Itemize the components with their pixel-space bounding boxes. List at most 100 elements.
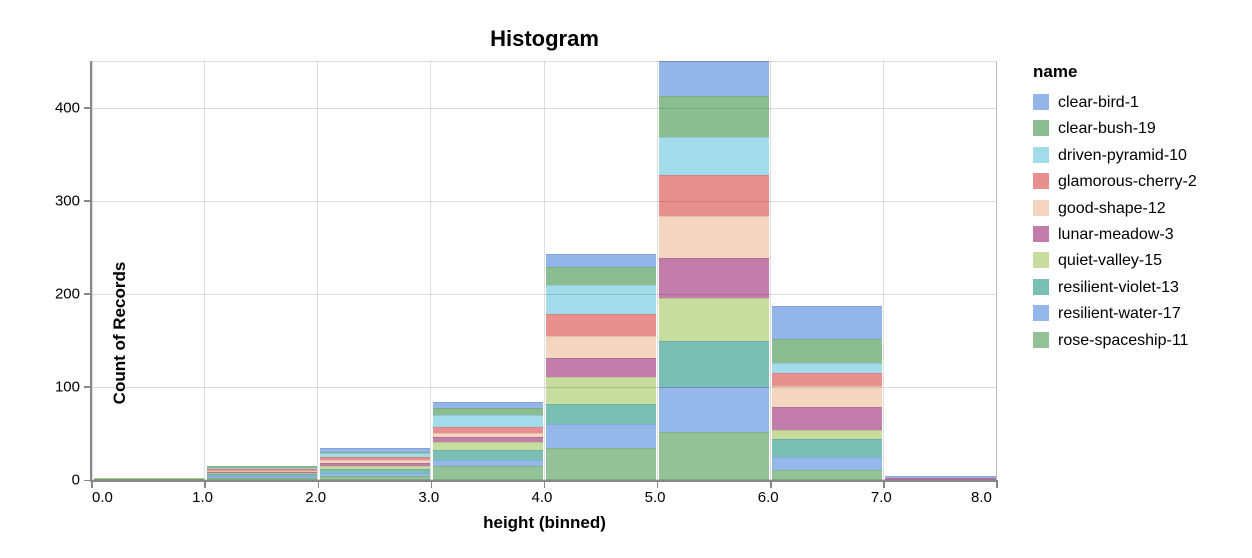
y-tick-label-0: 0 [71,471,80,489]
bar-segment-rose-spaceship-11-bin2 [319,476,430,480]
bar-segment-quiet-valley-15-bin2 [319,466,430,469]
x-axis-title: height (binned) [483,513,606,532]
bar-segment-rose-spaceship-11-bin0 [93,479,204,480]
bar-segment-resilient-violet-13-bin2 [319,468,430,473]
legend-title: name [1033,62,1078,81]
bar-segment-quiet-valley-15-bin6 [772,429,883,440]
legend-label-quiet-valley-15: quiet-valley-15 [1058,252,1163,270]
x-tick-label-7: 7.0 [870,489,892,506]
y-tick-0 [84,479,90,481]
y-tick-label-100: 100 [54,378,80,396]
y-tick-100 [84,386,90,388]
x-axis-line [90,480,998,482]
bar-segment-good-shape-12-bin1 [206,470,317,472]
y-axis-title: Count of Records [110,261,129,405]
bar-segment-lunar-meadow-3-bin3 [432,437,543,442]
bars-layer [92,61,997,480]
bar-segment-rose-spaceship-11-bin5 [659,431,770,480]
legend-label-good-shape-12: good-shape-12 [1058,199,1166,217]
bar-segment-driven-pyramid-10-bin5 [659,137,770,175]
bar-segment-resilient-water-17-bin6 [772,456,883,470]
bar-segment-driven-pyramid-10-bin6 [772,362,883,373]
bar-segment-driven-pyramid-10-bin2 [319,453,430,457]
y-tick-200 [84,293,90,295]
bar-segment-clear-bush-19-bin3 [432,408,543,415]
bar-segment-good-shape-12-bin4 [546,335,657,359]
x-tick-8 [996,482,998,488]
bar-segment-clear-bird-1-bin7 [885,476,996,479]
legend-swatch-resilient-water-17 [1033,305,1049,322]
bar-segment-quiet-valley-15-bin0 [93,478,204,480]
bar-segment-clear-bird-1-bin5 [659,61,770,97]
bar-segment-driven-pyramid-10-bin1 [206,467,317,469]
bar-segment-resilient-violet-13-bin5 [659,341,770,387]
chart-title: Histogram [490,26,599,51]
x-tick-5 [656,482,659,488]
bar-segment-clear-bird-1-bin4 [546,253,657,267]
x-tick-label-4: 4.0 [531,489,553,506]
bar-segment-resilient-violet-13-bin3 [432,450,543,460]
bar-segment-lunar-meadow-3-bin6 [772,407,883,430]
bar-segment-good-shape-12-bin6 [772,385,883,408]
legend-swatch-clear-bush-19 [1033,120,1049,137]
bar-segment-clear-bird-1-bin3 [432,401,543,409]
bar-segment-rose-spaceship-11-bin4 [546,448,657,480]
x-tick-0 [91,482,93,488]
bar-segment-resilient-water-17-bin3 [432,459,543,467]
bar-segment-resilient-violet-13-bin1 [206,474,317,477]
legend-label-glamorous-cherry-2: glamorous-cherry-2 [1058,173,1197,191]
legend-label-rose-spaceship-11: rose-spaceship-11 [1058,331,1189,349]
legend-label-resilient-water-17: resilient-water-17 [1058,305,1181,323]
bar-segment-glamorous-cherry-2-bin6 [772,372,883,386]
x-tick-7 [883,482,885,488]
bar-segment-glamorous-cherry-2-bin5 [659,174,770,216]
bar-segment-glamorous-cherry-2-bin1 [206,468,317,471]
plot-area: Count of Records [92,61,997,480]
x-tick-label-8: 8.0 [971,489,992,506]
y-tick-400 [84,107,90,109]
bar-segment-clear-bush-19-bin1 [206,466,317,468]
bar-segment-clear-bush-19-bin5 [659,96,770,138]
legend-label-lunar-meadow-3: lunar-meadow-3 [1058,226,1174,243]
bar-segment-glamorous-cherry-2-bin2 [319,456,430,460]
bar-segment-resilient-water-17-bin5 [659,386,770,432]
x-tick-label-5: 5.0 [644,489,666,506]
bar-segment-lunar-meadow-3-bin4 [546,358,657,377]
bar-segment-good-shape-12-bin5 [659,215,770,259]
bar-segment-resilient-water-17-bin2 [319,472,430,477]
x-tick-label-6: 6.0 [757,489,779,506]
bar-segment-resilient-water-17-bin1 [206,476,317,479]
y-tick-300 [84,200,90,202]
x-tick-2 [317,482,319,488]
bar-segment-lunar-meadow-3-bin1 [206,471,317,473]
legend-label-resilient-violet-13: resilient-violet-13 [1058,278,1179,296]
bar-segment-lunar-meadow-3-bin5 [659,258,770,299]
bar-segment-rose-spaceship-11-bin1 [206,478,317,480]
legend-label-driven-pyramid-10: driven-pyramid-10 [1058,146,1187,164]
bar-segment-driven-pyramid-10-bin4 [546,285,657,315]
y-tick-label-400: 400 [54,99,80,117]
x-tick-label-1: 1.0 [192,489,213,506]
bar-segment-quiet-valley-15-bin5 [659,298,770,342]
x-tick-6 [770,482,772,488]
bar-segment-resilient-violet-13-bin4 [546,403,657,425]
legend-swatch-driven-pyramid-10 [1033,146,1049,163]
legend-swatch-rose-spaceship-11 [1033,331,1049,348]
bar-segment-quiet-valley-15-bin4 [546,376,657,404]
bar-segment-driven-pyramid-10-bin3 [432,414,543,427]
legend-swatch-lunar-meadow-3 [1033,226,1049,242]
bar-segment-resilient-violet-13-bin6 [772,439,883,457]
bar-segment-glamorous-cherry-2-bin4 [546,314,657,336]
legend-swatch-clear-bird-1 [1033,94,1049,110]
x-tick-4 [543,482,546,488]
bar-segment-rose-spaceship-11-bin6 [772,469,883,480]
legend-swatch-quiet-valley-15 [1033,252,1049,269]
bar-segment-good-shape-12-bin3 [432,432,543,438]
bar-segment-lunar-meadow-3-bin7 [885,478,996,480]
bar-segment-clear-bush-19-bin2 [319,452,430,453]
bar-segment-clear-bush-19-bin4 [546,266,657,286]
legend: name clear-bird-1 clear-bush-19 driven-pyr… [1033,62,1197,349]
y-axis-line [90,61,92,482]
legend-swatch-glamorous-cherry-2 [1033,173,1049,190]
